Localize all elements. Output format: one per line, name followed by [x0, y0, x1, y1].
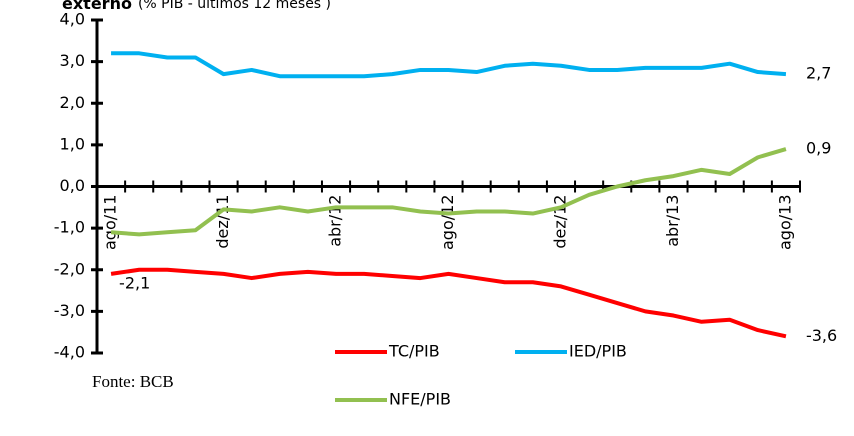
source: Fonte: BCB: [92, 372, 174, 391]
x-tick-label: abr/12: [326, 195, 345, 247]
series-line: [111, 51, 787, 79]
legend-label: NFE/PIB: [389, 390, 451, 409]
legend-label: IED/PIB: [569, 342, 627, 361]
y-tick-label: -3,0: [54, 301, 85, 320]
y-tick-label: -1,0: [54, 218, 85, 237]
x-tick-label: abr/13: [663, 195, 682, 247]
x-tick-label: dez/11: [213, 194, 232, 248]
x-tick-label: ago/13: [775, 195, 794, 251]
data-label: 0,9: [806, 139, 831, 158]
data-label: 2,7: [806, 64, 831, 83]
y-tick-label: 4,0: [60, 10, 85, 29]
legend-label: TC/PIB: [388, 342, 440, 361]
chart-title: externo (% PIB - últimos 12 meses ): [62, 0, 331, 13]
title: externo: [62, 0, 132, 13]
x-tick-label: ago/12: [438, 195, 457, 251]
series-line: [110, 147, 787, 237]
data-label: -2,1: [119, 273, 150, 292]
y-tick-label: -4,0: [54, 343, 85, 362]
y-tick-label: 1,0: [60, 134, 85, 153]
y-tick-label: -2,0: [54, 259, 85, 278]
subtitle: (% PIB - últimos 12 meses ): [138, 0, 331, 12]
x-tick-label: ago/11: [101, 195, 120, 251]
series-line: [110, 267, 787, 339]
y-tick-label: 3,0: [60, 51, 85, 70]
y-tick-label: 2,0: [60, 93, 85, 112]
data-label: -3,6: [806, 326, 837, 345]
y-tick-label: 0,0: [60, 176, 85, 195]
